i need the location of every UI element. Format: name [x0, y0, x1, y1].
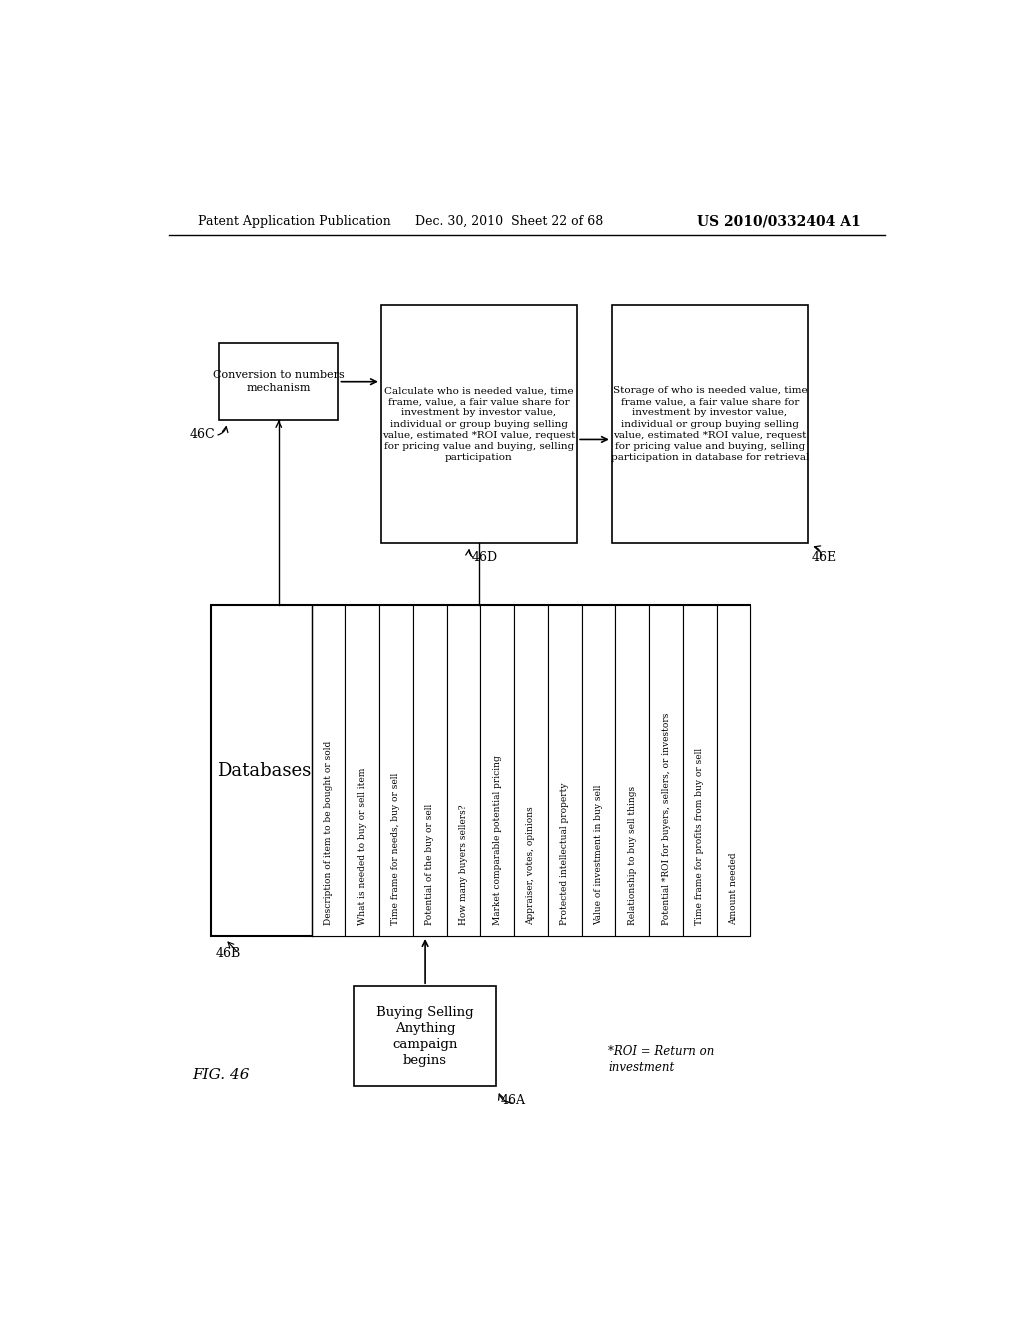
Bar — [354, 986, 497, 1086]
Text: US 2010/0332404 A1: US 2010/0332404 A1 — [696, 215, 860, 228]
Text: 46B: 46B — [215, 946, 241, 960]
Text: Time frame for needs, buy or sell: Time frame for needs, buy or sell — [391, 772, 400, 924]
Bar — [615, 605, 649, 936]
Text: Potential *ROI for buyers, sellers, or investors: Potential *ROI for buyers, sellers, or i… — [662, 713, 671, 924]
Text: Amount needed: Amount needed — [729, 851, 738, 924]
Text: Conversion to numbers
mechanism: Conversion to numbers mechanism — [213, 371, 345, 393]
Text: How many buyers sellers?: How many buyers sellers? — [459, 804, 468, 924]
Text: Potential of the buy or sell: Potential of the buy or sell — [425, 804, 434, 924]
Text: Protected intellectual property: Protected intellectual property — [560, 781, 569, 924]
Bar — [211, 605, 751, 936]
Text: Buying Selling
Anything
campaign
begins: Buying Selling Anything campaign begins — [376, 1006, 474, 1067]
Bar — [345, 605, 379, 936]
Text: 46E: 46E — [812, 550, 838, 564]
Text: Dec. 30, 2010  Sheet 22 of 68: Dec. 30, 2010 Sheet 22 of 68 — [416, 215, 604, 228]
Text: What is needed to buy or sell item: What is needed to buy or sell item — [357, 767, 367, 924]
Text: Patent Application Publication: Patent Application Publication — [199, 215, 391, 228]
Bar — [611, 305, 808, 544]
Text: Time frame for profits from buy or sell: Time frame for profits from buy or sell — [695, 747, 705, 924]
Bar — [683, 605, 717, 936]
Bar — [717, 605, 751, 936]
Bar — [649, 605, 683, 936]
Text: 46D: 46D — [471, 550, 498, 564]
Text: Market comparable potential pricing: Market comparable potential pricing — [493, 755, 502, 924]
Bar — [379, 605, 413, 936]
Text: Appraiser, votes, opinions: Appraiser, votes, opinions — [526, 805, 536, 924]
Text: FIG. 46: FIG. 46 — [193, 1068, 250, 1081]
Bar — [548, 605, 582, 936]
Text: Databases: Databases — [217, 762, 311, 780]
Text: 46C: 46C — [189, 428, 215, 441]
Bar — [311, 605, 345, 936]
Bar — [582, 605, 615, 936]
Text: Relationship to buy sell things: Relationship to buy sell things — [628, 785, 637, 924]
Bar — [219, 343, 339, 420]
Bar — [446, 605, 480, 936]
Text: *ROI = Return on
investment: *ROI = Return on investment — [608, 1045, 715, 1073]
Bar — [381, 305, 578, 544]
Text: Calculate who is needed value, time
frame, value, a fair value share for
investm: Calculate who is needed value, time fram… — [382, 387, 575, 462]
Bar — [480, 605, 514, 936]
Text: Value of investment in buy sell: Value of investment in buy sell — [594, 784, 603, 924]
Text: Description of item to be bought or sold: Description of item to be bought or sold — [324, 741, 333, 924]
Text: 46A: 46A — [500, 1093, 525, 1106]
Bar — [413, 605, 446, 936]
Bar — [514, 605, 548, 936]
Text: Storage of who is needed value, time
frame value, a fair value share for
investm: Storage of who is needed value, time fra… — [610, 387, 809, 462]
